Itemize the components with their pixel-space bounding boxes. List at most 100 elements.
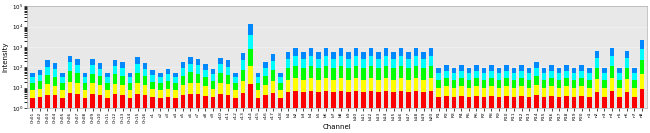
Bar (482, 80, 486, 88)
Bar (83, 73, 87, 77)
Bar (467, 80, 471, 88)
Bar (105, 90, 110, 98)
Bar (564, 96, 569, 108)
Bar (406, 68, 411, 80)
Bar (444, 65, 448, 71)
Bar (557, 88, 562, 97)
Bar (474, 78, 478, 86)
Bar (369, 48, 373, 56)
Bar (640, 60, 644, 74)
Bar (489, 65, 494, 71)
Bar (406, 51, 411, 59)
Bar (489, 78, 494, 86)
Bar (632, 97, 637, 108)
Bar (549, 96, 554, 108)
Bar (271, 70, 276, 81)
Bar (580, 96, 584, 108)
Bar (90, 74, 95, 83)
Bar (316, 68, 320, 80)
Bar (38, 89, 42, 97)
Bar (263, 95, 268, 108)
Bar (240, 53, 245, 60)
Bar (188, 57, 192, 64)
Bar (459, 86, 463, 96)
Bar (324, 66, 328, 78)
Bar (211, 97, 215, 108)
Bar (233, 73, 238, 77)
Bar (414, 91, 419, 108)
Bar (512, 80, 516, 88)
Bar (150, 89, 155, 97)
Bar (602, 80, 606, 88)
Bar (203, 64, 207, 70)
Bar (346, 92, 351, 108)
Bar (519, 78, 524, 86)
Bar (188, 82, 192, 94)
Bar (166, 97, 170, 108)
Bar (564, 78, 569, 86)
Bar (166, 69, 170, 74)
Bar (316, 80, 320, 92)
Bar (504, 86, 509, 96)
Bar (474, 65, 478, 71)
Bar (580, 71, 584, 78)
Bar (263, 62, 268, 68)
Bar (331, 59, 335, 68)
Bar (482, 88, 486, 97)
Bar (218, 73, 223, 83)
Bar (542, 97, 547, 108)
Bar (233, 83, 238, 90)
Bar (474, 86, 478, 96)
Bar (549, 65, 554, 71)
Bar (128, 83, 133, 90)
Bar (286, 59, 291, 68)
Bar (391, 51, 396, 59)
Bar (399, 66, 404, 78)
Bar (248, 24, 253, 35)
Bar (75, 73, 80, 83)
Bar (444, 78, 448, 86)
Bar (53, 63, 57, 69)
Bar (534, 68, 539, 76)
Bar (331, 51, 335, 59)
Bar (98, 85, 102, 95)
Bar (542, 80, 547, 88)
Bar (339, 56, 343, 66)
Bar (218, 94, 223, 108)
Bar (421, 92, 426, 108)
Bar (429, 66, 434, 78)
Bar (203, 77, 207, 86)
Bar (294, 56, 298, 66)
Bar (181, 76, 185, 85)
Bar (278, 90, 283, 98)
Bar (60, 98, 64, 108)
Bar (60, 90, 64, 98)
Bar (526, 80, 531, 88)
Bar (68, 82, 72, 93)
Bar (399, 91, 404, 108)
Bar (248, 84, 253, 108)
Bar (196, 94, 200, 108)
Bar (640, 49, 644, 60)
Bar (135, 57, 140, 64)
Bar (233, 90, 238, 98)
Bar (286, 80, 291, 92)
Bar (361, 59, 366, 68)
Bar (158, 77, 162, 83)
Bar (339, 78, 343, 91)
Bar (113, 60, 118, 66)
Bar (512, 68, 516, 73)
Bar (90, 83, 95, 94)
Bar (587, 68, 592, 73)
Bar (542, 73, 547, 80)
Bar (301, 68, 305, 80)
Bar (632, 68, 637, 73)
Bar (45, 84, 49, 95)
Bar (625, 92, 629, 108)
Bar (98, 76, 102, 85)
Bar (361, 92, 366, 108)
Bar (474, 71, 478, 78)
Bar (188, 64, 192, 72)
Bar (38, 97, 42, 108)
Bar (625, 68, 629, 79)
